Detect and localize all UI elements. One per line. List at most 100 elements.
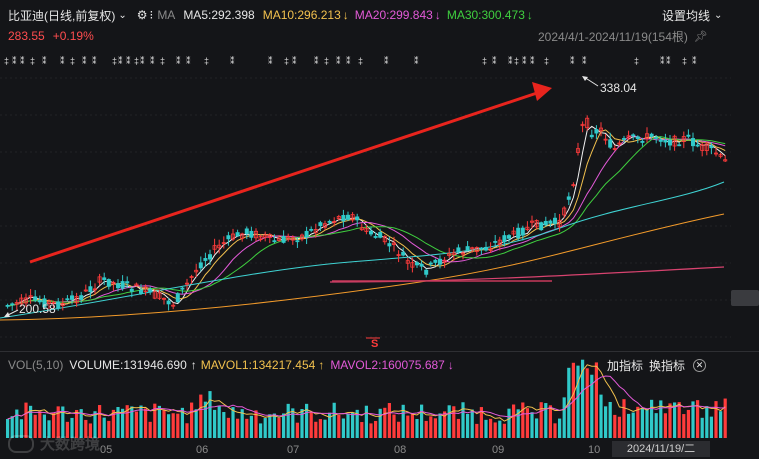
volume-bar — [369, 423, 373, 438]
volume-bar — [640, 408, 644, 438]
mavol1-value: MAVOL1:134217.454 — [200, 358, 316, 372]
stock-name[interactable]: 比亚迪(日线,前复权) — [8, 8, 116, 23]
add-indicator-button[interactable]: 加指标 — [607, 358, 644, 373]
volume-bar — [622, 399, 626, 438]
signal-marker: ⁑ — [660, 55, 665, 66]
volume-bar — [443, 411, 447, 438]
candle — [520, 227, 525, 236]
volume-up-arrow: ↑ — [190, 358, 197, 372]
candle — [378, 232, 383, 238]
candle — [686, 134, 691, 137]
volume-bar — [429, 416, 433, 438]
volume-bar — [65, 421, 69, 438]
candle — [543, 220, 548, 226]
candle — [557, 219, 562, 228]
volume-bar — [139, 405, 143, 438]
signal-marker: ⁑ — [92, 55, 97, 66]
settings-ma-button[interactable]: 设置均线 ⌄ — [662, 6, 722, 24]
candle — [709, 145, 714, 149]
settings-ma-label[interactable]: 设置均线 — [662, 8, 711, 23]
switch-indicator-button[interactable]: 换指标 — [649, 358, 686, 373]
volume-bar — [420, 404, 424, 438]
candle — [106, 279, 111, 287]
candle — [635, 136, 640, 140]
volume-bar — [636, 406, 640, 438]
volume-bar — [364, 405, 368, 438]
x-label-09: 09 — [492, 444, 505, 456]
volume-value: VOLUME:131946.690 — [69, 358, 187, 372]
signal-marker: ‡ — [30, 56, 35, 66]
dots-icon[interactable]: ⁝ — [149, 8, 154, 22]
volume-indicator-name[interactable]: VOL(5,10) — [8, 358, 64, 372]
volume-bar — [705, 406, 709, 438]
volume-bar — [328, 412, 332, 438]
volume-bar — [190, 402, 194, 438]
candle — [51, 301, 56, 304]
candle — [723, 159, 728, 162]
signal-marker: ‡ — [544, 56, 549, 66]
gear-icon[interactable]: ⚙ — [136, 8, 148, 22]
volume-bar — [406, 415, 410, 438]
candle — [134, 283, 139, 286]
candle — [235, 232, 240, 237]
candle — [116, 283, 121, 289]
candle — [258, 236, 263, 241]
signal-marker: ⁑ — [42, 55, 47, 66]
volume-bar — [631, 412, 635, 438]
candle — [511, 230, 516, 235]
pin-icon[interactable]: 📌︎ — [693, 30, 708, 43]
pane-divider[interactable] — [0, 351, 759, 352]
volume-bar — [387, 403, 391, 438]
candle — [207, 254, 212, 260]
volume-bar — [167, 414, 171, 438]
candle — [640, 140, 645, 143]
candle — [691, 138, 696, 147]
volume-bar — [236, 418, 240, 438]
volume-bar — [102, 417, 106, 438]
signal-marker: ‡ — [284, 56, 289, 66]
chevron-down-icon[interactable]: ⌄ — [714, 9, 723, 21]
candle — [157, 292, 162, 299]
candle — [576, 148, 581, 153]
low-label: 200.58 — [19, 302, 56, 316]
volume-bar — [153, 403, 157, 438]
volume-bar — [24, 402, 28, 438]
volume-chart[interactable] — [0, 352, 731, 440]
candle — [585, 117, 590, 129]
candlestick-chart[interactable]: ‡ ⁑ ⁑ ‡ ⁑ ⁑ ‡ ⁑ ⁑ ‡ ⁑ ⁑ ‡ ⁑ ⁑ ‡ ⁑ ⁑ ‡ ⁑ ⁑ ‡ ⁑ ⁑ ‡ ⁑ ⁑ ‡ ⁑ ⁑ ‡ ⁑ ⁑ ‡ ⁑ ⁑ ‡ ⁑ ⁑ ‡… — [0, 0, 731, 350]
volume-bar — [116, 407, 120, 438]
candle — [345, 214, 350, 220]
price-scroll-handle[interactable] — [731, 290, 759, 306]
candle — [19, 297, 24, 305]
ma20-arrow: ↓ — [434, 8, 441, 22]
indicator-name[interactable]: MA — [157, 8, 176, 22]
candle — [488, 248, 493, 251]
volume-bar — [10, 416, 14, 438]
volume-bar — [374, 420, 378, 438]
marker-s[interactable]: S — [371, 338, 378, 350]
candle — [37, 300, 42, 303]
volume-bar — [79, 409, 83, 438]
candle — [322, 223, 327, 228]
signal-marker: ⁑ — [582, 55, 587, 66]
candle — [442, 259, 447, 263]
volume-bar — [691, 401, 695, 438]
chevron-down-icon[interactable]: ⌄ — [118, 9, 127, 21]
volume-bar — [594, 362, 598, 438]
candle — [286, 236, 291, 240]
volume-bar — [318, 419, 322, 438]
volume-bar — [493, 422, 497, 438]
candle — [470, 247, 475, 250]
chart-header: 比亚迪(日线,前复权) ⌄ ⚙ ⁝ MA MA5:292.398 MA10:29… — [8, 6, 533, 24]
volume-bar — [268, 414, 272, 438]
close-icon[interactable]: ✕ — [693, 358, 707, 372]
volume-bar — [415, 419, 419, 438]
volume-bar — [88, 423, 92, 438]
candle — [479, 247, 484, 250]
candle — [332, 220, 337, 223]
volume-bar — [341, 418, 345, 438]
candle — [14, 302, 19, 305]
signal-marker: ⁑ — [292, 55, 297, 66]
volume-bar — [360, 422, 364, 438]
signal-marker: ⁑ — [522, 55, 527, 66]
